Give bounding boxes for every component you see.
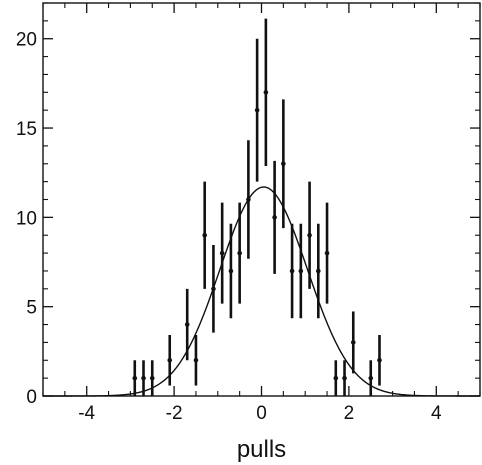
y-tick-label: 15 (16, 119, 37, 140)
x-tick-label: 2 (344, 403, 355, 424)
data-point (237, 250, 242, 256)
plot-frame (42, 2, 481, 397)
y-tick-label: 5 (26, 298, 37, 319)
data-point (149, 375, 155, 381)
y-tick-label: 10 (16, 208, 37, 229)
data-point (281, 161, 286, 167)
x-tick-label: 4 (431, 403, 442, 424)
data-point (324, 250, 330, 256)
data-point (132, 375, 138, 381)
fit-curve-layer (43, 186, 480, 397)
data-point (289, 268, 295, 274)
data-point (254, 107, 260, 113)
x-tick-label: 0 (256, 403, 267, 424)
x-tick-label: -2 (166, 403, 183, 424)
gaussian-fit-curve (43, 186, 480, 397)
data-point (298, 268, 304, 274)
tick-labels: -4 -2 0 2 4 0 5 10 15 20 (16, 30, 442, 424)
data-point (228, 268, 234, 274)
x-tick-label: -4 (78, 403, 95, 424)
y-tick-label: 0 (26, 387, 37, 408)
data-point (316, 268, 321, 274)
data-point (219, 250, 225, 256)
data-point (333, 375, 339, 381)
data-points-layer (132, 18, 382, 396)
data-point (167, 357, 173, 363)
data-point (246, 197, 251, 202)
data-point (350, 340, 356, 345)
data-point (263, 90, 269, 95)
data-point (368, 375, 374, 381)
data-point (193, 357, 199, 363)
y-tick-label: 20 (16, 30, 37, 51)
data-point (184, 322, 190, 327)
plot-area-border (42, 2, 481, 397)
data-point (307, 232, 312, 238)
x-axis-label: pulls (237, 436, 286, 463)
data-point (377, 357, 382, 363)
data-point (342, 375, 347, 381)
data-point (272, 215, 277, 220)
data-point (202, 232, 207, 238)
axis-ticks (42, 2, 481, 397)
data-point (141, 375, 146, 381)
data-point (211, 286, 216, 292)
